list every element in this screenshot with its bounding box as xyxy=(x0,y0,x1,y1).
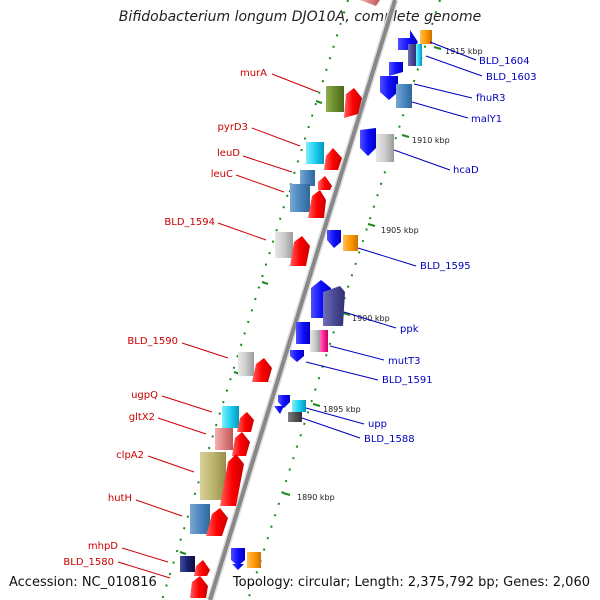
gene-BLD_1591 xyxy=(290,350,304,362)
gene-BLD_1580 xyxy=(190,576,208,598)
gene-upp xyxy=(292,400,306,412)
gene-label-BLD_1588: BLD_1588 xyxy=(364,434,415,445)
gene-label-mhpD: mhpD xyxy=(88,541,118,552)
gene-hutH-b xyxy=(206,508,228,536)
tick-1905 xyxy=(367,223,376,227)
kbp-label: 1905 kbp xyxy=(381,226,419,235)
gene-pyrD3 xyxy=(306,142,324,164)
kbp-label: 1910 kbp xyxy=(412,136,450,145)
gene-leuC-b xyxy=(308,190,326,218)
right-callouts xyxy=(301,41,483,439)
gene-upp-b xyxy=(274,406,284,414)
gene-ugpQ xyxy=(222,406,239,428)
gene-murA xyxy=(326,86,344,112)
gene-clpA2 xyxy=(200,452,226,500)
gene-bottom-a xyxy=(231,548,245,566)
gene-mutT3-b xyxy=(310,330,320,352)
gene-bottom-b xyxy=(247,552,261,568)
gene-label-BLD_1591: BLD_1591 xyxy=(382,375,433,386)
gene-BLD_1590-b xyxy=(252,358,272,382)
gene-BLD_1590 xyxy=(238,352,254,376)
gene-label-ppk: ppk xyxy=(400,324,419,335)
genome-backbone-core xyxy=(208,0,397,600)
gene-BLD_1595-a xyxy=(327,230,341,248)
tick-1890 xyxy=(282,492,291,496)
gene-label-murA: murA xyxy=(240,68,267,79)
gene-hcaD-a xyxy=(360,128,376,156)
gene-BLD_1604-b xyxy=(420,30,432,44)
gene-ugpQ-b xyxy=(237,412,254,432)
gene-BLD_1603-b xyxy=(416,44,422,66)
kbp-label: 1895 kbp xyxy=(323,405,361,414)
gene-ppk xyxy=(323,286,345,326)
tick-1895 xyxy=(312,403,321,407)
gene-label-BLD_1604: BLD_1604 xyxy=(479,56,530,67)
gene-BLD_1594-b xyxy=(290,236,310,266)
gene-label-clpA2: clpA2 xyxy=(116,450,144,461)
gene-hcaD xyxy=(376,134,394,162)
gene-label-fhuR3: fhuR3 xyxy=(476,93,506,104)
left-strand-genes xyxy=(180,0,380,598)
gene-label-BLD_1580: BLD_1580 xyxy=(63,557,114,568)
gene-fhuR3 xyxy=(389,62,403,76)
gene-gltX2-b xyxy=(232,432,250,456)
tick-1910 xyxy=(401,134,410,138)
right-strand-genes xyxy=(231,30,432,570)
gene-label-upp: upp xyxy=(368,419,387,430)
gene-mutT3-a xyxy=(296,322,310,344)
gene-bottom-c xyxy=(232,564,244,570)
genome-summary-text: Topology: circular; Length: 2,375,792 bp… xyxy=(232,575,590,590)
kbp-label: 1915 kbp xyxy=(445,47,483,56)
gene-upp-a xyxy=(278,395,290,408)
tick-1915 xyxy=(433,46,442,50)
gene-top-red xyxy=(360,0,380,6)
gene-label-BLD_1595: BLD_1595 xyxy=(420,261,471,272)
gene-mutT3 xyxy=(320,330,328,352)
kbp-label: 1890 kbp xyxy=(297,493,335,502)
gene-BLD_1588 xyxy=(288,412,302,422)
gene-murA-b xyxy=(344,88,362,118)
gene-label-BLD_1594: BLD_1594 xyxy=(164,217,215,228)
gene-mhpD xyxy=(180,556,195,572)
gene-clpA2-b xyxy=(220,454,244,506)
gene-BLD_1595 xyxy=(343,235,358,251)
kbp-label: 1900 kbp xyxy=(352,314,390,323)
gene-gltX2 xyxy=(215,428,233,450)
gene-label-BLD_1590: BLD_1590 xyxy=(127,336,178,347)
gene-label-hcaD: hcaD xyxy=(453,165,479,176)
gene-BLD_1603 xyxy=(408,44,416,66)
gene-leuC xyxy=(290,184,310,212)
gene-leuD xyxy=(300,170,315,186)
gene-label-leuD: leuD xyxy=(217,148,240,159)
gene-malY1 xyxy=(396,84,412,108)
gene-leuD-b xyxy=(318,176,332,190)
gene-label-leuC: leuC xyxy=(211,169,233,180)
gene-label-BLD_1603: BLD_1603 xyxy=(486,72,537,83)
gene-label-ugpQ: ugpQ xyxy=(131,390,158,401)
gene-label-pyrD3: pyrD3 xyxy=(218,122,248,133)
gene-label-mutT3: mutT3 xyxy=(388,356,420,367)
gene-fhuR3-b xyxy=(380,76,398,100)
gene-label-hutH: hutH xyxy=(108,493,132,504)
gene-BLD_1594 xyxy=(275,232,293,258)
gene-hutH xyxy=(190,504,210,534)
tick-1900 xyxy=(342,312,351,316)
gene-mhpD-b xyxy=(194,560,210,576)
accession-text: Accession: NC_010816 xyxy=(9,575,157,590)
gene-pyrD3-b xyxy=(324,148,342,170)
left-callouts xyxy=(117,73,319,579)
gene-label-malY1: malY1 xyxy=(471,114,502,125)
gene-label-gltX2: gltX2 xyxy=(129,412,155,423)
